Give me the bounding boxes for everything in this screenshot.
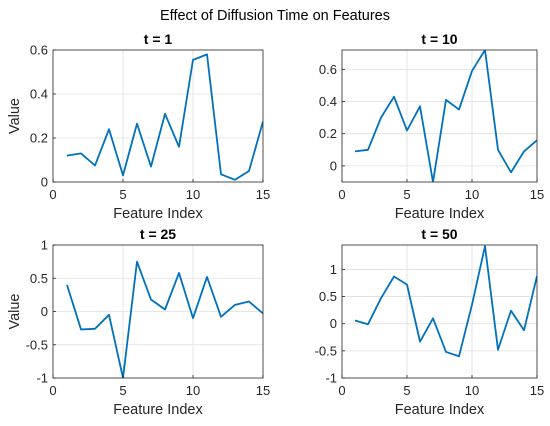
y-tick-label: 1 [41,238,48,253]
x-tick-label: 15 [530,187,544,202]
y-tick-label: 0.5 [30,271,48,286]
y-tick-label: -1 [36,371,48,386]
subplot-4: 0 5 10 15 -1 -0.5 0 0.5 1 t = 50 Feature Index [315,226,545,418]
y-tick-label: -1 [325,371,337,386]
subplot-3: 0 5 10 15 -1 -0.5 0 0.5 1 t = 25 Feature Index Valu… [7,226,270,418]
x-axis-label: Feature Index [395,206,485,222]
x-tick-label: 10 [186,187,200,202]
x-tick-label: 10 [465,187,479,202]
series-line [66,53,263,181]
x-tick-label: 0 [49,383,56,398]
y-tick-label: 0 [41,304,48,319]
axes-frame [52,49,264,183]
subplot-1: 0 5 10 15 0 0.2 0.4 0.6 t = 1 Feature Index Value [7,31,270,222]
x-axis-label: Feature Index [113,402,203,418]
y-tick-label: 0.2 [319,126,337,141]
x-tick-label: 0 [338,187,345,202]
y-tick-label: 0 [41,175,48,190]
y-tick-label: -0.5 [315,343,337,358]
figure-suptitle: Effect of Diffusion Time on Features [160,8,390,24]
y-tick-label: 0.6 [30,43,48,58]
plot-area [342,245,537,378]
y-tick-label: 0 [330,158,337,173]
x-tick-label: 5 [403,383,410,398]
x-axis-label: Feature Index [113,206,203,222]
subplot-title: t = 50 [421,226,457,242]
y-tick-label: 0.6 [319,62,337,77]
subplot-2: 0 5 10 15 0 0.2 0.4 0.6 t = 10 Feature Index [319,31,544,222]
y-tick-label: 0.2 [30,131,48,146]
y-tick-label: 0.4 [30,87,48,102]
series-line [354,245,537,358]
axes-frame [341,49,538,183]
y-tick-label: -0.5 [26,337,48,352]
y-axis-label: Value [7,98,23,134]
x-tick-label: 0 [338,383,345,398]
x-tick-label: 10 [186,383,200,398]
x-tick-label: 5 [119,187,126,202]
y-axis-label: Value [7,293,23,329]
axes-frame [341,244,538,379]
plot-area [342,50,537,182]
plot-area [53,50,263,182]
x-tick-label: 15 [256,383,270,398]
subplot-title: t = 25 [140,226,176,242]
y-tick-label: 1 [330,262,337,277]
x-tick-label: 0 [49,187,56,202]
y-tick-label: 0.5 [319,289,337,304]
y-tick-label: 0 [330,316,337,331]
x-tick-label: 10 [465,383,479,398]
x-tick-label: 15 [530,383,544,398]
x-tick-label: 5 [403,187,410,202]
subplot-title: t = 10 [421,31,457,47]
x-tick-label: 5 [119,383,126,398]
subplot-title: t = 1 [144,31,173,47]
x-tick-label: 15 [256,187,270,202]
series-line [354,50,537,182]
y-tick-label: 0.4 [319,94,337,109]
series-line [66,260,263,378]
x-axis-label: Feature Index [395,402,485,418]
